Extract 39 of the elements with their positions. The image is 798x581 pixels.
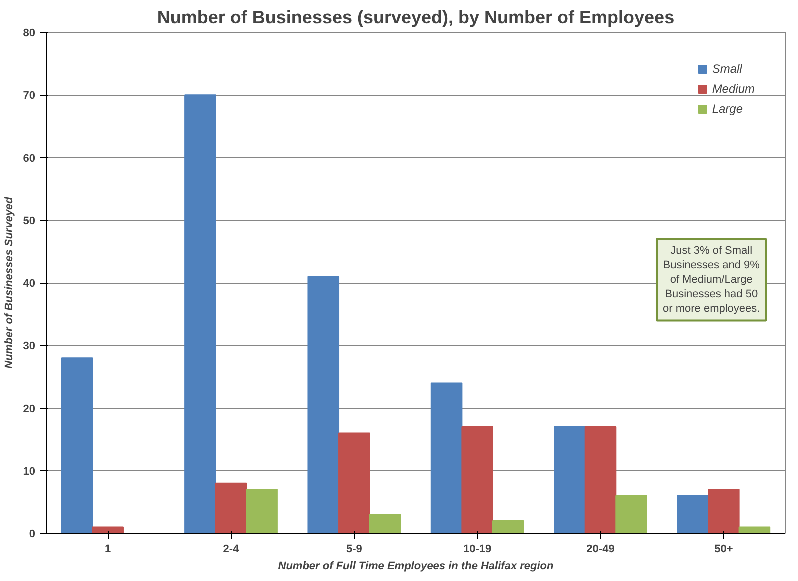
bar [369,514,402,534]
legend-label: Large [712,102,744,116]
y-tick-label: 20 [23,403,36,416]
legend-label: Small [712,62,742,76]
bar [584,426,617,534]
annotation: Just 3% of Small Businesses and 9% of Medium/Large Businesses had 50 or more employees. [662,245,760,315]
legend-label: Medium [712,82,755,96]
x-tick-label: 1 [105,544,112,556]
y-axis-title: Number of Businesses Surveyed [3,196,16,369]
bar [708,489,740,534]
bar [462,426,494,534]
bar [338,432,370,534]
bar [92,526,124,534]
x-tick-label: 5-9 [346,544,362,556]
bar [554,426,586,534]
x-axis-title: Number of Full Time Employees in the Halifax region [278,560,554,572]
y-tick-label: 40 [23,278,36,290]
bar [184,94,216,534]
bar [492,520,524,534]
y-tick-label: 10 [23,466,36,478]
bar [246,489,278,534]
y-tick-label: 0 [29,528,36,540]
y-tick-label: 80 [23,28,36,40]
x-tick-label: 10-19 [464,544,492,556]
x-tick-label: 50+ [714,544,734,556]
bar [616,495,648,534]
bar [738,526,771,534]
y-tick-label: 50 [23,215,36,228]
bar [61,358,94,534]
bar [308,276,340,534]
bar [215,482,248,534]
y-tick-label: 60 [23,152,36,165]
chart-title: Number of Businesses (surveyed), by Number of Employees [157,8,675,28]
y-tick-label: 70 [23,90,36,102]
x-tick-label: 20-49 [586,544,615,556]
bar [677,495,710,534]
bar [430,382,463,534]
y-tick-label: 30 [23,340,36,353]
x-tick-label: 2-4 [223,544,240,556]
